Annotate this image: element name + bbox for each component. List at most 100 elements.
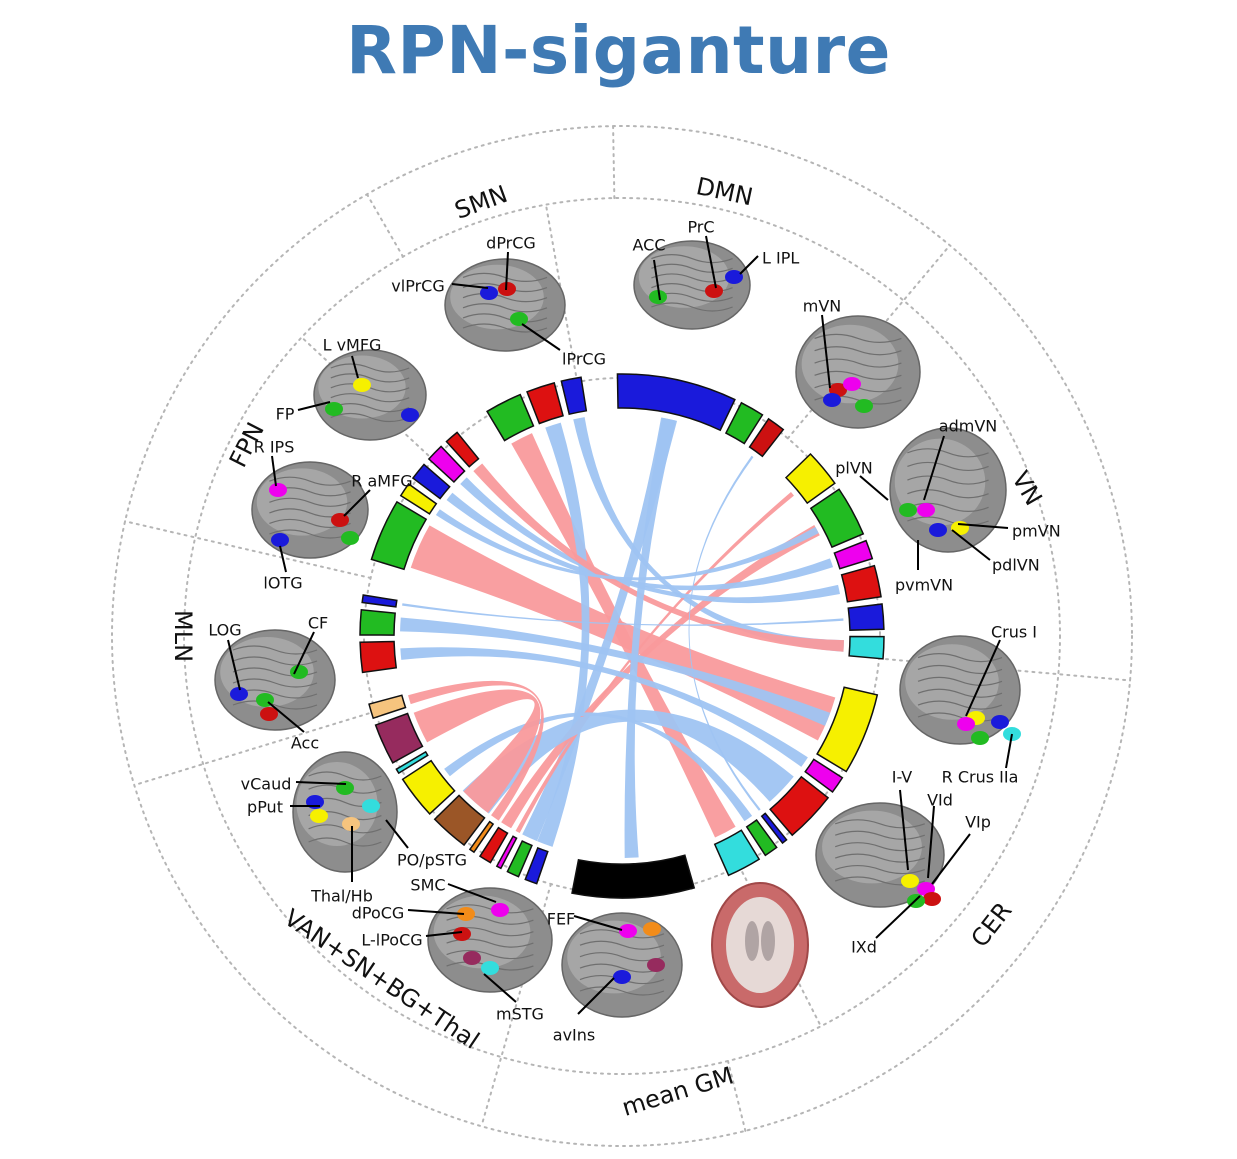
region-labels-layer: ACC PrC L IPL mVN admVN plVN pmVN pdlVN pvmVN Cru… [208, 218, 1060, 1045]
network-label-mln: MLN [169, 610, 197, 662]
leader-line-vlprcg [451, 283, 489, 289]
leader-line-admvn [923, 435, 945, 501]
node-block-van5 [468, 820, 495, 854]
network-label-cer: CER [966, 897, 1018, 953]
leader-line-prc [705, 235, 717, 289]
leader-line-plvn [859, 475, 889, 501]
leader-line-rcrusiia [1005, 733, 1013, 769]
leader-line-acc [653, 259, 661, 301]
region-label-lipl: L IPL [762, 249, 799, 268]
node-block-mln1 [359, 640, 398, 674]
region-label-llpocg: L-lPoCG [361, 931, 422, 950]
node-block-fpn1 [370, 500, 428, 571]
node-block-mln2 [359, 608, 396, 636]
node-block-cer2 [804, 758, 844, 794]
region-label-rips: R IPS [254, 438, 295, 457]
node-block-van7 [401, 759, 456, 815]
node-block-van8 [395, 750, 429, 775]
region-label-lotg: lOTG [263, 574, 302, 593]
region-label-lprcg: lPrCG [562, 350, 606, 369]
link-gm1-dmn1 [624, 417, 676, 858]
brain-thumbnail-van3 [561, 912, 683, 1018]
region-label-admvn: admVN [939, 417, 997, 436]
brain-thumbnail-dmn [633, 240, 751, 330]
leader-line-vid [927, 805, 935, 879]
region-label-vlprcg: vlPrCG [391, 277, 444, 296]
node-block-cer4 [760, 812, 788, 845]
leader-line-iv [899, 789, 909, 871]
leader-line-fp [297, 401, 331, 411]
node-block-cer3 [769, 775, 830, 837]
leader-line-popstg [385, 819, 409, 849]
sector-divider [726, 1059, 747, 1132]
region-label-pdlvn: pdlVN [992, 556, 1040, 575]
node-block-van4 [478, 826, 509, 864]
region-label-dprcg: dPrCG [486, 234, 536, 253]
node-block-van9 [374, 712, 424, 764]
leader-line-llpocg [425, 931, 463, 937]
middle-ring [183, 197, 1061, 1075]
region-label-mstg: mSTG [496, 1005, 544, 1024]
network-label-smn: SMN [451, 180, 511, 225]
leader-line-lvmfg [351, 355, 359, 379]
leader-line-ramfg [343, 489, 371, 517]
region-label-popstg: PO/pSTG [397, 851, 467, 870]
leader-line-fef [573, 915, 623, 931]
brain-thumbnail-fpn1 [313, 349, 427, 441]
link-vn4-fpn4 [460, 477, 840, 604]
node-block-vn4 [840, 564, 882, 603]
node-block-van1 [524, 846, 549, 885]
brain-thumbnail-vn2 [889, 427, 1007, 553]
region-label-lvmfg: L vMFG [323, 336, 382, 355]
link-mln3-vn5 [402, 603, 844, 626]
region-label-rcrusiia: R Crus IIa [942, 768, 1019, 787]
node-block-van10 [368, 694, 407, 720]
node-block-van3 [495, 835, 518, 870]
node-block-mln3 [361, 594, 398, 608]
leader-line-lotg [279, 545, 287, 573]
region-label-cf: CF [308, 614, 328, 633]
region-label-smc: SMC [410, 876, 445, 895]
brain-thumbnail-van1 [292, 751, 398, 873]
node-block-cer5 [745, 818, 778, 857]
node-block-fpn5 [445, 431, 480, 468]
brain-thumbnail-van2 [427, 887, 553, 993]
link-cer5-van7 [444, 712, 753, 822]
node-block-fpn3 [411, 463, 451, 500]
node-block-smn1 [486, 393, 535, 442]
leader-line-crusi [965, 639, 1001, 717]
node-block-cer1 [816, 686, 879, 773]
link-dmn1-van2 [522, 417, 678, 842]
leader-line-vip [931, 833, 971, 885]
node-block-vn3 [833, 539, 874, 570]
leader-line-mstg [483, 973, 517, 1003]
brain-thumbnail-smn [444, 258, 566, 352]
region-label-pmvn: pmVN [1012, 522, 1061, 541]
leader-line-pdlvn [951, 529, 991, 561]
region-label-mvn: mVN [803, 297, 842, 316]
region-label-fef: FEF [547, 910, 576, 929]
region-label-vip: VIp [965, 813, 991, 832]
node-block-vn5 [847, 603, 885, 631]
sector-divider [612, 125, 616, 200]
leader-line-dpocg [407, 909, 465, 915]
link-cer2-mln1 [400, 647, 808, 767]
node-block-van6 [433, 794, 486, 847]
brain-thumbnail-meangm [711, 882, 809, 1008]
region-label-iv: I-V [892, 768, 913, 787]
nodes-layer [359, 373, 885, 899]
region-label-pput: pPut [247, 798, 283, 817]
figure-title: RPN-siganture [346, 12, 891, 89]
link-van9-van6 [413, 689, 541, 813]
network-label-vn: VN [1006, 467, 1047, 511]
region-label-pvmvn: pvmVN [895, 576, 953, 595]
region-label-acc: ACC [632, 236, 665, 255]
leader-line-ixd [875, 895, 921, 939]
leader-line-smc [447, 883, 497, 903]
brain-thumbnail-fpn2 [251, 461, 369, 559]
node-block-dmn2 [724, 401, 764, 445]
region-label-fp: FP [276, 405, 295, 424]
region-label-vcaud: vCaud [241, 775, 292, 794]
region-label-crusi: Crus I [991, 623, 1037, 642]
